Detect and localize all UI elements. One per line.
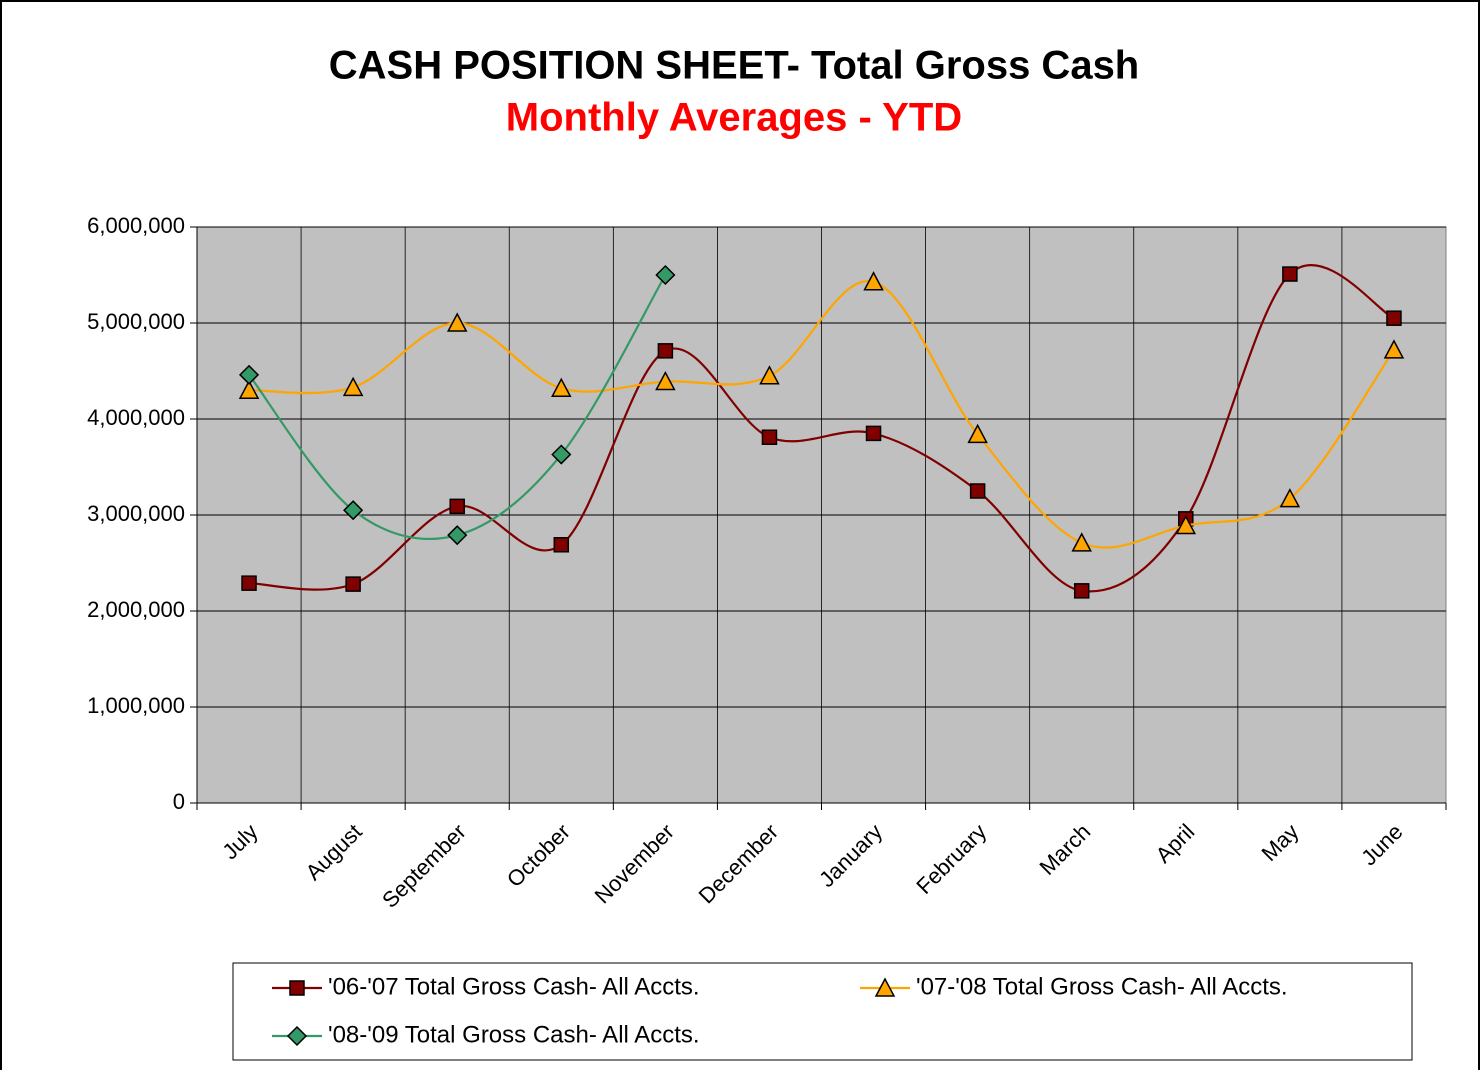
- marker: [241, 575, 257, 591]
- marker: [551, 444, 572, 465]
- marker: [343, 500, 364, 521]
- y-tick-label: 3,000,000: [87, 501, 185, 526]
- marker: [1282, 266, 1298, 282]
- y-tick-label: 1,000,000: [87, 693, 185, 718]
- marker: [1386, 310, 1402, 326]
- legend-box: [232, 962, 1413, 1061]
- marker: [969, 483, 986, 499]
- y-tick-label: 2,000,000: [87, 597, 185, 622]
- y-tick-label: 0: [173, 789, 185, 814]
- legend-label: '07-'08 Total Gross Cash- All Accts.: [916, 973, 1288, 1000]
- marker: [447, 525, 468, 546]
- marker: [1279, 488, 1301, 508]
- marker: [865, 425, 882, 442]
- marker: [1175, 514, 1197, 535]
- marker: [551, 377, 572, 398]
- marker: [655, 370, 676, 391]
- marker: [1073, 583, 1090, 599]
- y-tick-label: 5,000,000: [87, 309, 185, 334]
- legend-label: '08-'09 Total Gross Cash- All Accts.: [328, 1021, 700, 1048]
- marker: [553, 537, 570, 553]
- marker: [238, 379, 260, 399]
- marker: [286, 1025, 308, 1047]
- marker: [446, 312, 468, 332]
- marker: [657, 343, 674, 359]
- marker: [967, 423, 988, 444]
- chart-title: CASH POSITION SHEET- Total Gross Cash: [329, 44, 1140, 88]
- marker: [655, 264, 676, 286]
- y-tick-label: 6,000,000: [87, 213, 185, 238]
- marker: [345, 576, 361, 592]
- marker: [863, 271, 884, 291]
- marker: [342, 376, 364, 397]
- marker: [289, 980, 305, 996]
- legend-label: '06-'07 Total Gross Cash- All Accts.: [328, 973, 700, 1000]
- marker: [759, 365, 780, 385]
- marker: [1383, 339, 1405, 359]
- chart-subtitle: Monthly Averages - YTD: [506, 96, 962, 140]
- marker: [761, 429, 778, 445]
- y-tick-label: 4,000,000: [87, 405, 185, 430]
- marker: [449, 498, 465, 515]
- marker: [238, 364, 260, 385]
- marker: [1071, 532, 1092, 552]
- marker: [874, 977, 896, 997]
